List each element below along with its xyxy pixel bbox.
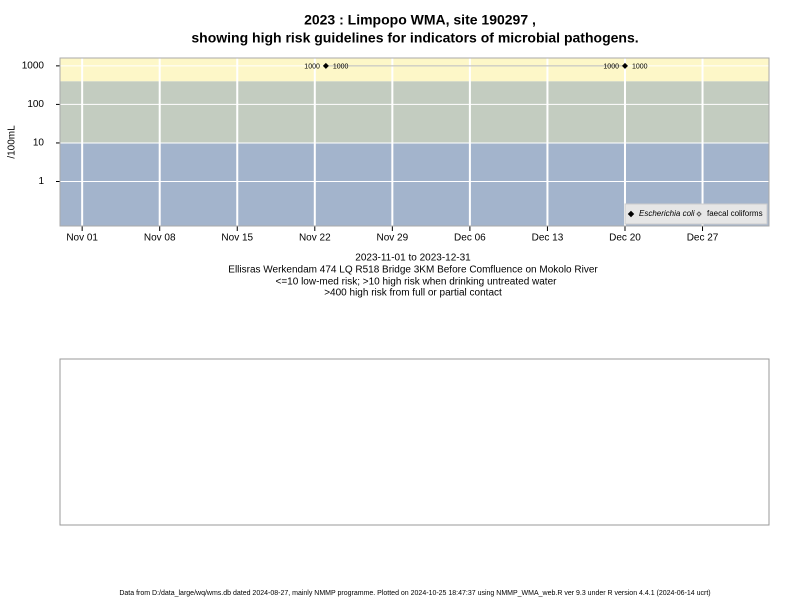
data-point (621, 62, 628, 69)
x-tick-label: Nov 08 (144, 233, 176, 244)
data-label: 1000 (304, 64, 320, 71)
risk-band (60, 58, 769, 82)
subtitle: Ellisras Werkendam 474 LQ R518 Bridge 3K… (228, 265, 598, 276)
data-point (322, 62, 329, 69)
subtitle: <=10 low-med risk; >10 high risk when dr… (276, 277, 558, 288)
x-tick-label: Nov 15 (221, 233, 253, 244)
x-tick-label: Nov 29 (377, 233, 409, 244)
data-label: 1000 (632, 64, 648, 71)
plot-area: 1 10 100 1000 Nov 01 Nov 08 Nov 15 Nov 22 Nov 29… (22, 57, 770, 244)
x-tick-label: Dec 06 (454, 233, 486, 244)
x-tick-label: Nov 01 (66, 233, 98, 244)
x-tick-label: Dec 20 (609, 233, 641, 244)
y-tick-label: 1 (38, 176, 44, 187)
legend-label: faecal coliforms (707, 209, 763, 218)
chart-title: 2023 : Limpopo WMA, site 190297 , (304, 12, 536, 28)
x-tick-label: Nov 22 (299, 233, 331, 244)
data-label: 1000 (333, 64, 349, 71)
legend-marker (627, 210, 635, 218)
y-tick-label: 1000 (22, 61, 45, 72)
y-tick-label: 100 (27, 99, 44, 110)
legend-marker (696, 211, 702, 217)
empty-panel (59, 358, 770, 526)
chart-title: showing high risk guidelines for indicat… (191, 30, 638, 46)
legend-box (624, 203, 768, 225)
y-tick-label: 10 (33, 138, 45, 149)
data-label: 1000 (603, 64, 619, 71)
x-tick-label: Dec 27 (687, 233, 719, 244)
x-tick-label: Dec 13 (532, 233, 564, 244)
risk-band (60, 81, 769, 143)
subtitle: 2023-11-01 to 2023-12-31 (355, 253, 471, 264)
legend-label: Escherichia coli (639, 209, 695, 218)
plot-frame (59, 57, 770, 227)
y-axis-label: /100mL (7, 125, 18, 159)
subtitle: >400 high risk from full or partial cont… (324, 288, 502, 299)
footer: Data from D:/data_large/wq/wms.db dated … (119, 590, 710, 597)
